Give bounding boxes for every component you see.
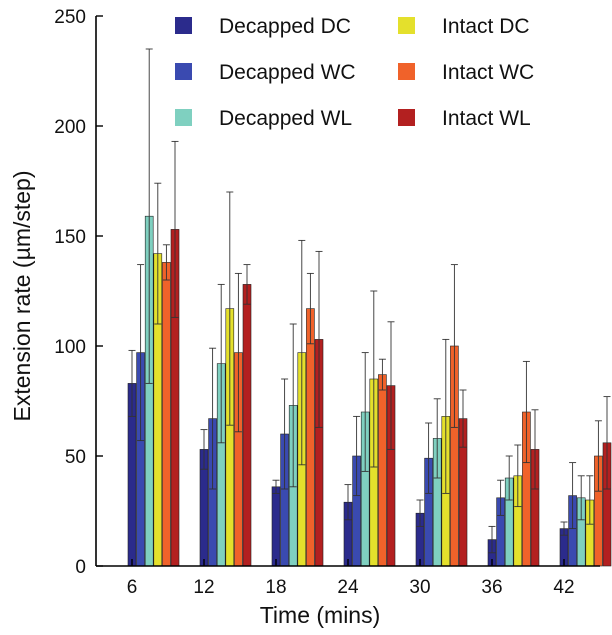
legend-swatch [398,17,415,34]
bar-intact-wl-12 [242,284,252,567]
legend-label: Intact WL [442,107,531,130]
y-tick-label: 200 [54,117,86,138]
y-tick-label: 0 [75,557,86,578]
legend: Decapped DC Decapped WC Decapped WL Intact … [175,15,534,130]
y-axis-title: Extension rate (µm/step) [9,170,35,421]
y-tick-label: 250 [54,7,86,28]
legend-swatch [175,109,192,126]
axes-layer [95,15,600,567]
bars-layer [127,48,612,567]
tick-labels: 0 50 100 150 200 250 6 12 18 24 30 36 42 [54,7,574,598]
bar-intact-wc-18 [306,308,315,567]
legend-swatch [398,109,415,126]
bar-decapped-dc-18 [271,486,281,567]
x-tick-label: 36 [481,577,502,598]
legend-swatch [398,63,415,80]
bar-intact-wc-24 [378,374,387,567]
x-tick-label: 6 [127,577,138,598]
x-tick-label: 18 [265,577,286,598]
y-tick-label: 100 [54,337,86,358]
legend-label: Intact WC [442,61,534,84]
x-axis-title: Time (mins) [260,602,381,628]
legend-swatch [175,17,192,34]
legend-label: Decapped WL [219,107,352,130]
legend-label: Decapped WC [219,61,356,84]
legend-swatch [175,63,192,80]
legend-label: Intact DC [442,15,530,38]
x-tick-label: 42 [553,577,574,598]
legend-label: Decapped DC [219,15,351,38]
y-tick-label: 150 [54,227,86,248]
x-tick-label: 30 [409,577,430,598]
x-tick-label: 24 [337,577,359,598]
y-tick-label: 50 [65,447,86,468]
x-tick-label: 12 [193,577,214,598]
bar-intact-wc-6 [162,262,171,567]
